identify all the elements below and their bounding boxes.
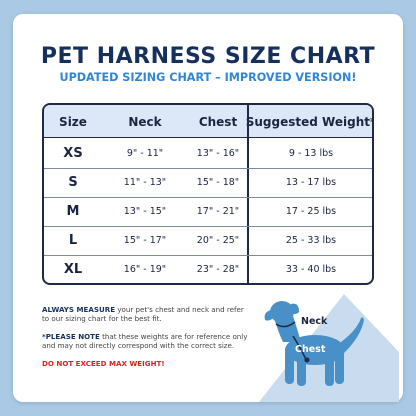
row-weight-s: 13 - 17 lbs — [285, 177, 337, 188]
row-neck-l: 15" - 17" — [123, 235, 167, 246]
row-divider — [44, 255, 372, 256]
harness-ring — [304, 357, 310, 363]
row-chest-s: 15" - 18" — [196, 177, 240, 188]
neck-label: Neck — [301, 316, 328, 327]
chest-label: Chest — [295, 344, 326, 355]
measure-note: ALWAYS MEASURE your pet's chest and neck… — [42, 305, 252, 324]
row-divider — [44, 226, 372, 227]
row-size-xl: XL — [63, 262, 83, 277]
sizing-notes: ALWAYS MEASURE your pet's chest and neck… — [42, 305, 252, 376]
row-weight-l: 25 - 33 lbs — [285, 235, 337, 246]
row-size-xs: XS — [63, 146, 83, 161]
size-table: Size Neck Chest Suggested Weight* XS 9" … — [42, 103, 374, 285]
row-neck-s: 11" - 13" — [123, 177, 167, 188]
row-chest-m: 17" - 21" — [196, 206, 240, 217]
column-header-chest: Chest — [198, 114, 238, 129]
neck-strap — [275, 321, 296, 328]
row-size-s: S — [68, 175, 78, 190]
row-size-l: L — [68, 233, 78, 248]
page-subtitle: UPDATED SIZING CHART – IMPROVED VERSION! — [59, 71, 357, 84]
row-chest-xs: 13" - 16" — [196, 148, 240, 159]
weight-note: *PLEASE NOTE that these weights are for … — [42, 332, 252, 351]
column-header-neck: Neck — [128, 114, 162, 129]
row-neck-m: 13" - 15" — [123, 206, 167, 217]
weight-note-bold: *PLEASE NOTE — [42, 331, 100, 341]
table-header-row — [44, 105, 372, 138]
row-divider — [44, 168, 372, 169]
page-title: PET HARNESS SIZE CHART — [40, 44, 376, 69]
max-weight-warning: DO NOT EXCEED MAX WEIGHT! — [42, 358, 165, 368]
row-chest-xl: 23" - 28" — [196, 264, 240, 275]
row-weight-m: 17 - 25 lbs — [285, 206, 337, 217]
column-header-size: Size — [59, 114, 87, 129]
row-chest-l: 20" - 25" — [196, 235, 240, 246]
dog-illustration: Neck Chest — [249, 290, 399, 402]
column-divider — [247, 105, 249, 283]
measure-note-bold: ALWAYS MEASURE — [42, 305, 116, 314]
row-weight-xl: 33 - 40 lbs — [285, 264, 337, 275]
row-divider — [44, 197, 372, 198]
row-neck-xs: 9" - 11" — [126, 148, 164, 159]
size-chart-card: PET HARNESS SIZE CHART UPDATED SIZING CH… — [13, 14, 403, 402]
column-header-weight: Suggested Weight* — [245, 114, 374, 129]
dog-measurement-icon: Neck Chest — [259, 294, 399, 402]
row-size-m: M — [66, 204, 80, 219]
weight-note-text: that these weights are for reference onl… — [42, 331, 248, 351]
row-weight-xs: 9 - 13 lbs — [288, 148, 334, 159]
measure-note-text: your pet's chest and neck and refer to o… — [42, 305, 244, 324]
row-neck-xl: 16" - 19" — [123, 264, 167, 275]
